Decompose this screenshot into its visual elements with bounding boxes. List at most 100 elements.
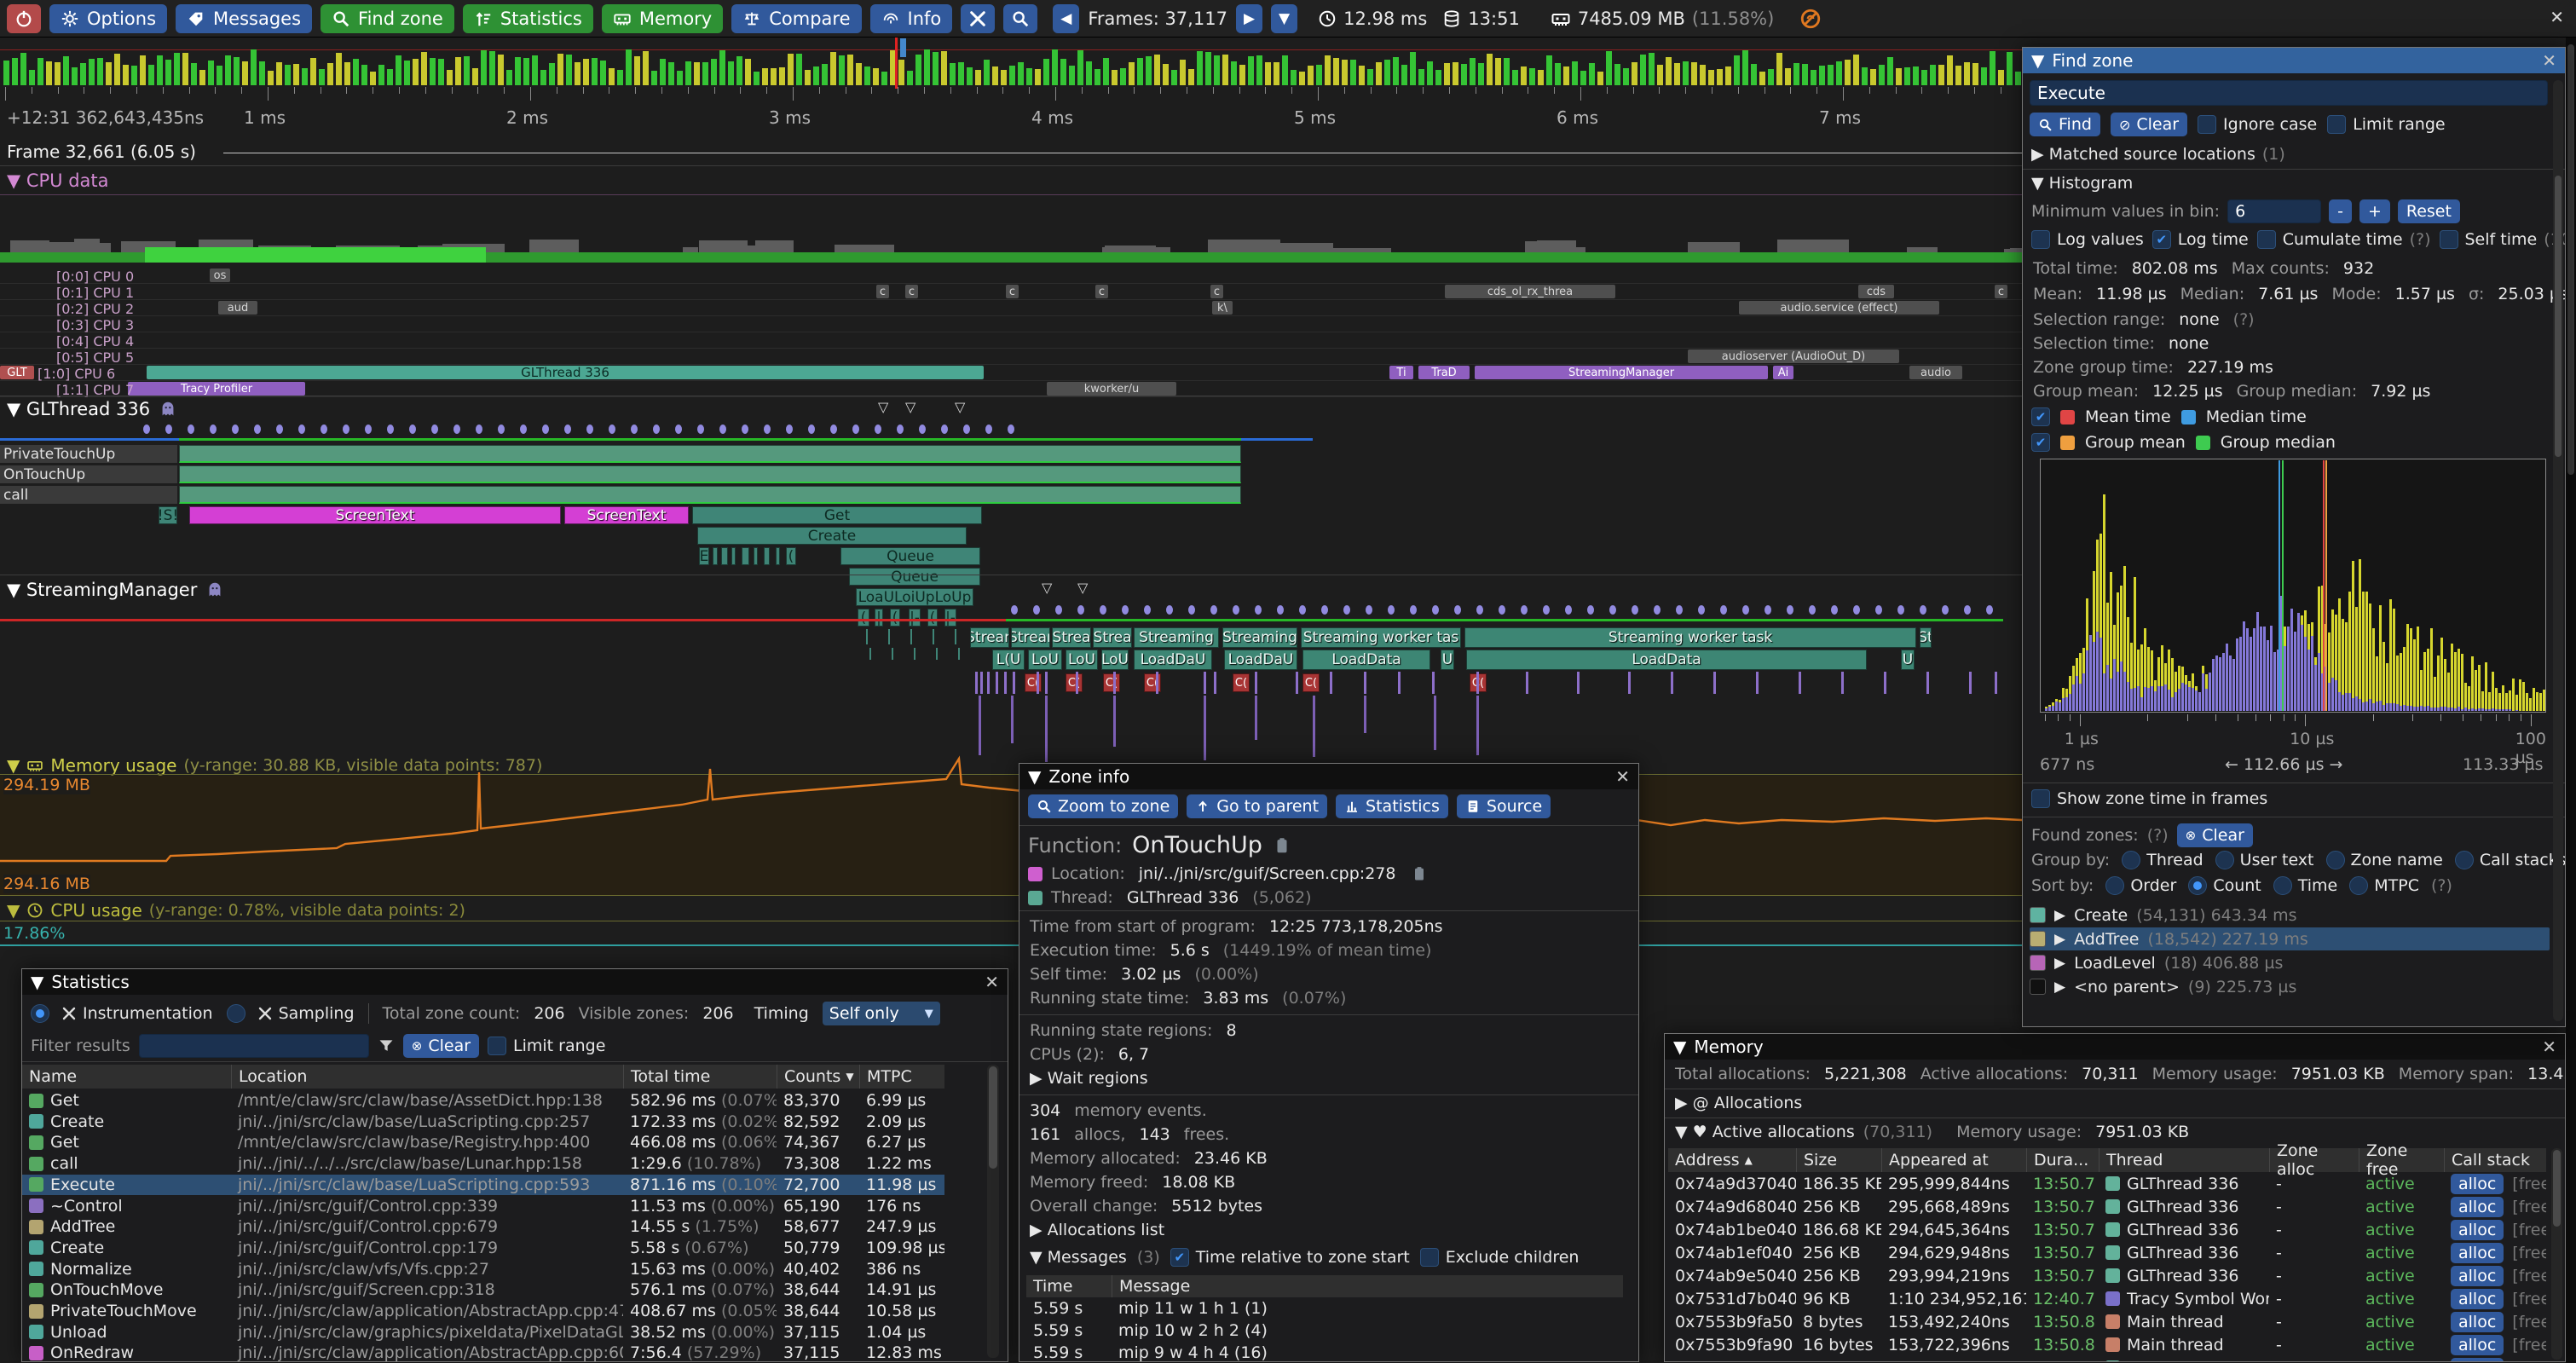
frame-bar[interactable] [1947,55,1953,85]
frame-bar[interactable] [1572,61,1578,85]
frame-bar[interactable] [80,62,86,85]
frame-bar[interactable] [430,58,436,85]
close-icon[interactable]: ✕ [2542,1037,2556,1057]
frame-bar[interactable] [745,59,751,85]
col-header-call-stack[interactable]: Call stack [2444,1148,2546,1172]
frame-bar[interactable] [1248,55,1254,85]
lock-event-dot[interactable] [1008,424,1014,434]
frame-bar[interactable] [148,65,154,85]
sort-by-time[interactable]: Time [2273,876,2337,895]
loaddata-bar[interactable]: L(U [992,650,1025,670]
memory-table-row[interactable]: 0x74ab1ef040 256 KB 294,629,948ns 13:50.7 GL… [1668,1241,2546,1264]
stats-mode-sampling[interactable]: Sampling [226,1004,355,1023]
lock-event-dot[interactable] [719,424,726,434]
lock-event-dot[interactable] [431,424,438,434]
lock-event-dot[interactable] [1343,605,1350,615]
frame-bar[interactable] [1197,51,1203,85]
frame-bar[interactable] [813,66,819,85]
zone-bar-[interactable]: |- [909,609,921,627]
expand-icon[interactable]: ▶ [2054,930,2066,948]
col-header-message[interactable]: Message [1112,1275,1589,1297]
lock-event-dot[interactable] [165,424,172,434]
lock-event-dot[interactable] [875,424,881,434]
frame-bar[interactable] [174,53,180,85]
lock-event-dot[interactable] [321,424,327,434]
cpu-activity-block[interactable]: aud [218,301,257,315]
frame-bar[interactable] [1896,67,1902,85]
lock-event-dot[interactable] [1432,605,1439,615]
stats-table-row[interactable]: PrivateTouchMove jni/../jni/src/claw/appl… [22,1301,944,1321]
frame-bar[interactable] [711,58,717,85]
lock-event-dot[interactable] [1964,605,1971,615]
lock-event-dot[interactable] [742,424,748,434]
found-zone-group[interactable]: ▶ Create (54,131) 643.34 ms [2030,904,2550,927]
lock-event-dot[interactable] [1543,605,1550,615]
stats-table-row[interactable]: OnRedraw jni/../jni/src/claw/application/… [22,1343,944,1361]
zone-bar-[interactable]: ( [927,609,938,627]
lock-event-dot[interactable] [188,424,194,434]
cpu-activity-block[interactable]: audio [1909,366,1962,379]
frame-bar[interactable] [2015,71,2021,85]
loaddata-bar[interactable]: LoadDaU [1224,650,1297,670]
zone-bar[interactable] [742,547,749,565]
group-by-user-text[interactable]: User text [2215,851,2314,869]
frame-bar[interactable] [515,56,521,85]
lock-event-dot[interactable] [1897,605,1904,615]
streaming-task-bar[interactable]: Strean [970,627,1009,648]
timeline-view[interactable]: +12:31 362,643,435ns 1 ms 2 ms 3 ms 4 ms 5 ms… [0,38,2576,1363]
lock-event-dot[interactable] [1676,605,1683,615]
collapse-arrow-icon[interactable]: ▼ [1028,766,1042,787]
frame-bar[interactable] [830,52,836,85]
lock-event-dot[interactable] [1875,605,1882,615]
frame-bar[interactable] [1580,70,1586,85]
alloc-callstack-button[interactable]: alloc [2451,1265,2504,1286]
timing-dropdown[interactable]: Self only ▼ [822,1002,940,1025]
frame-bar[interactable] [1793,62,1799,85]
find-zone-scrollbar-handle[interactable] [2555,176,2562,457]
cb-log-time-checkbox[interactable]: ✔ [2151,230,2171,249]
zone-bar-[interactable]: | [875,609,883,627]
memory-table-row[interactable]: 0x7531d7b040 96 KB 1:10 234,952,161 12:40.7… [1668,1287,2546,1310]
alloc-callstack-button[interactable]: alloc [2451,1334,2504,1355]
frame-bar[interactable] [881,71,887,85]
streaming-task-bar[interactable]: Streaming [1222,627,1297,648]
frame-bar[interactable] [1478,63,1484,85]
frame-bar[interactable] [370,71,376,85]
frame-bar[interactable] [319,68,325,85]
chevron-down-icon[interactable]: ▼ [924,1007,933,1020]
cb-ignore-case[interactable]: Ignore case [2198,115,2317,134]
lock-event-dot[interactable] [1055,605,1062,615]
frame-bar[interactable] [199,70,205,85]
lock-event-dot[interactable] [1388,605,1395,615]
col-header-zone-free[interactable]: Zone free [2359,1141,2444,1179]
min-bin-input[interactable]: 6 [2227,199,2322,223]
frame-bar[interactable] [361,64,367,85]
frame-bar[interactable] [498,55,504,85]
loaddata-bar[interactable]: LoU [1101,650,1129,670]
frame-bar[interactable] [754,71,760,85]
cb-time-legend-checkbox[interactable]: ✔ [2031,407,2050,426]
lock-event-dot[interactable] [1321,605,1328,615]
main-scrollbar-handle[interactable] [2567,44,2574,475]
frame-bar[interactable] [1938,64,1944,85]
tools-button[interactable] [961,3,996,33]
frame-bar[interactable] [1828,65,1834,85]
sort-by-time-radio[interactable] [2273,876,2292,895]
zone-marker[interactable]: ▽ [1077,580,1089,596]
frame-bar[interactable] [788,53,794,85]
lock-event-dot[interactable] [1166,605,1173,615]
cpu-activity-block[interactable]: Tracy Profiler [128,382,305,396]
frame-bar[interactable] [1453,62,1458,85]
frame-bar[interactable] [924,49,930,85]
zone-bar[interactable] [776,547,780,565]
frame-bar[interactable] [694,62,700,85]
cb-exclude-children[interactable]: Exclude children [1419,1248,1579,1267]
stats-mode-instrumentation-radio[interactable] [31,1004,49,1023]
alloc-callstack-button[interactable]: alloc [2451,1242,2504,1263]
frame-bar[interactable] [46,61,52,85]
memory-button[interactable]: Memory [601,3,724,33]
info-button[interactable]: Info [869,3,953,33]
collapse-arrow-icon[interactable]: ▼ [1673,1037,1687,1057]
frame-bar[interactable] [182,52,188,85]
zone-bar-queue[interactable]: Queue [849,568,980,586]
